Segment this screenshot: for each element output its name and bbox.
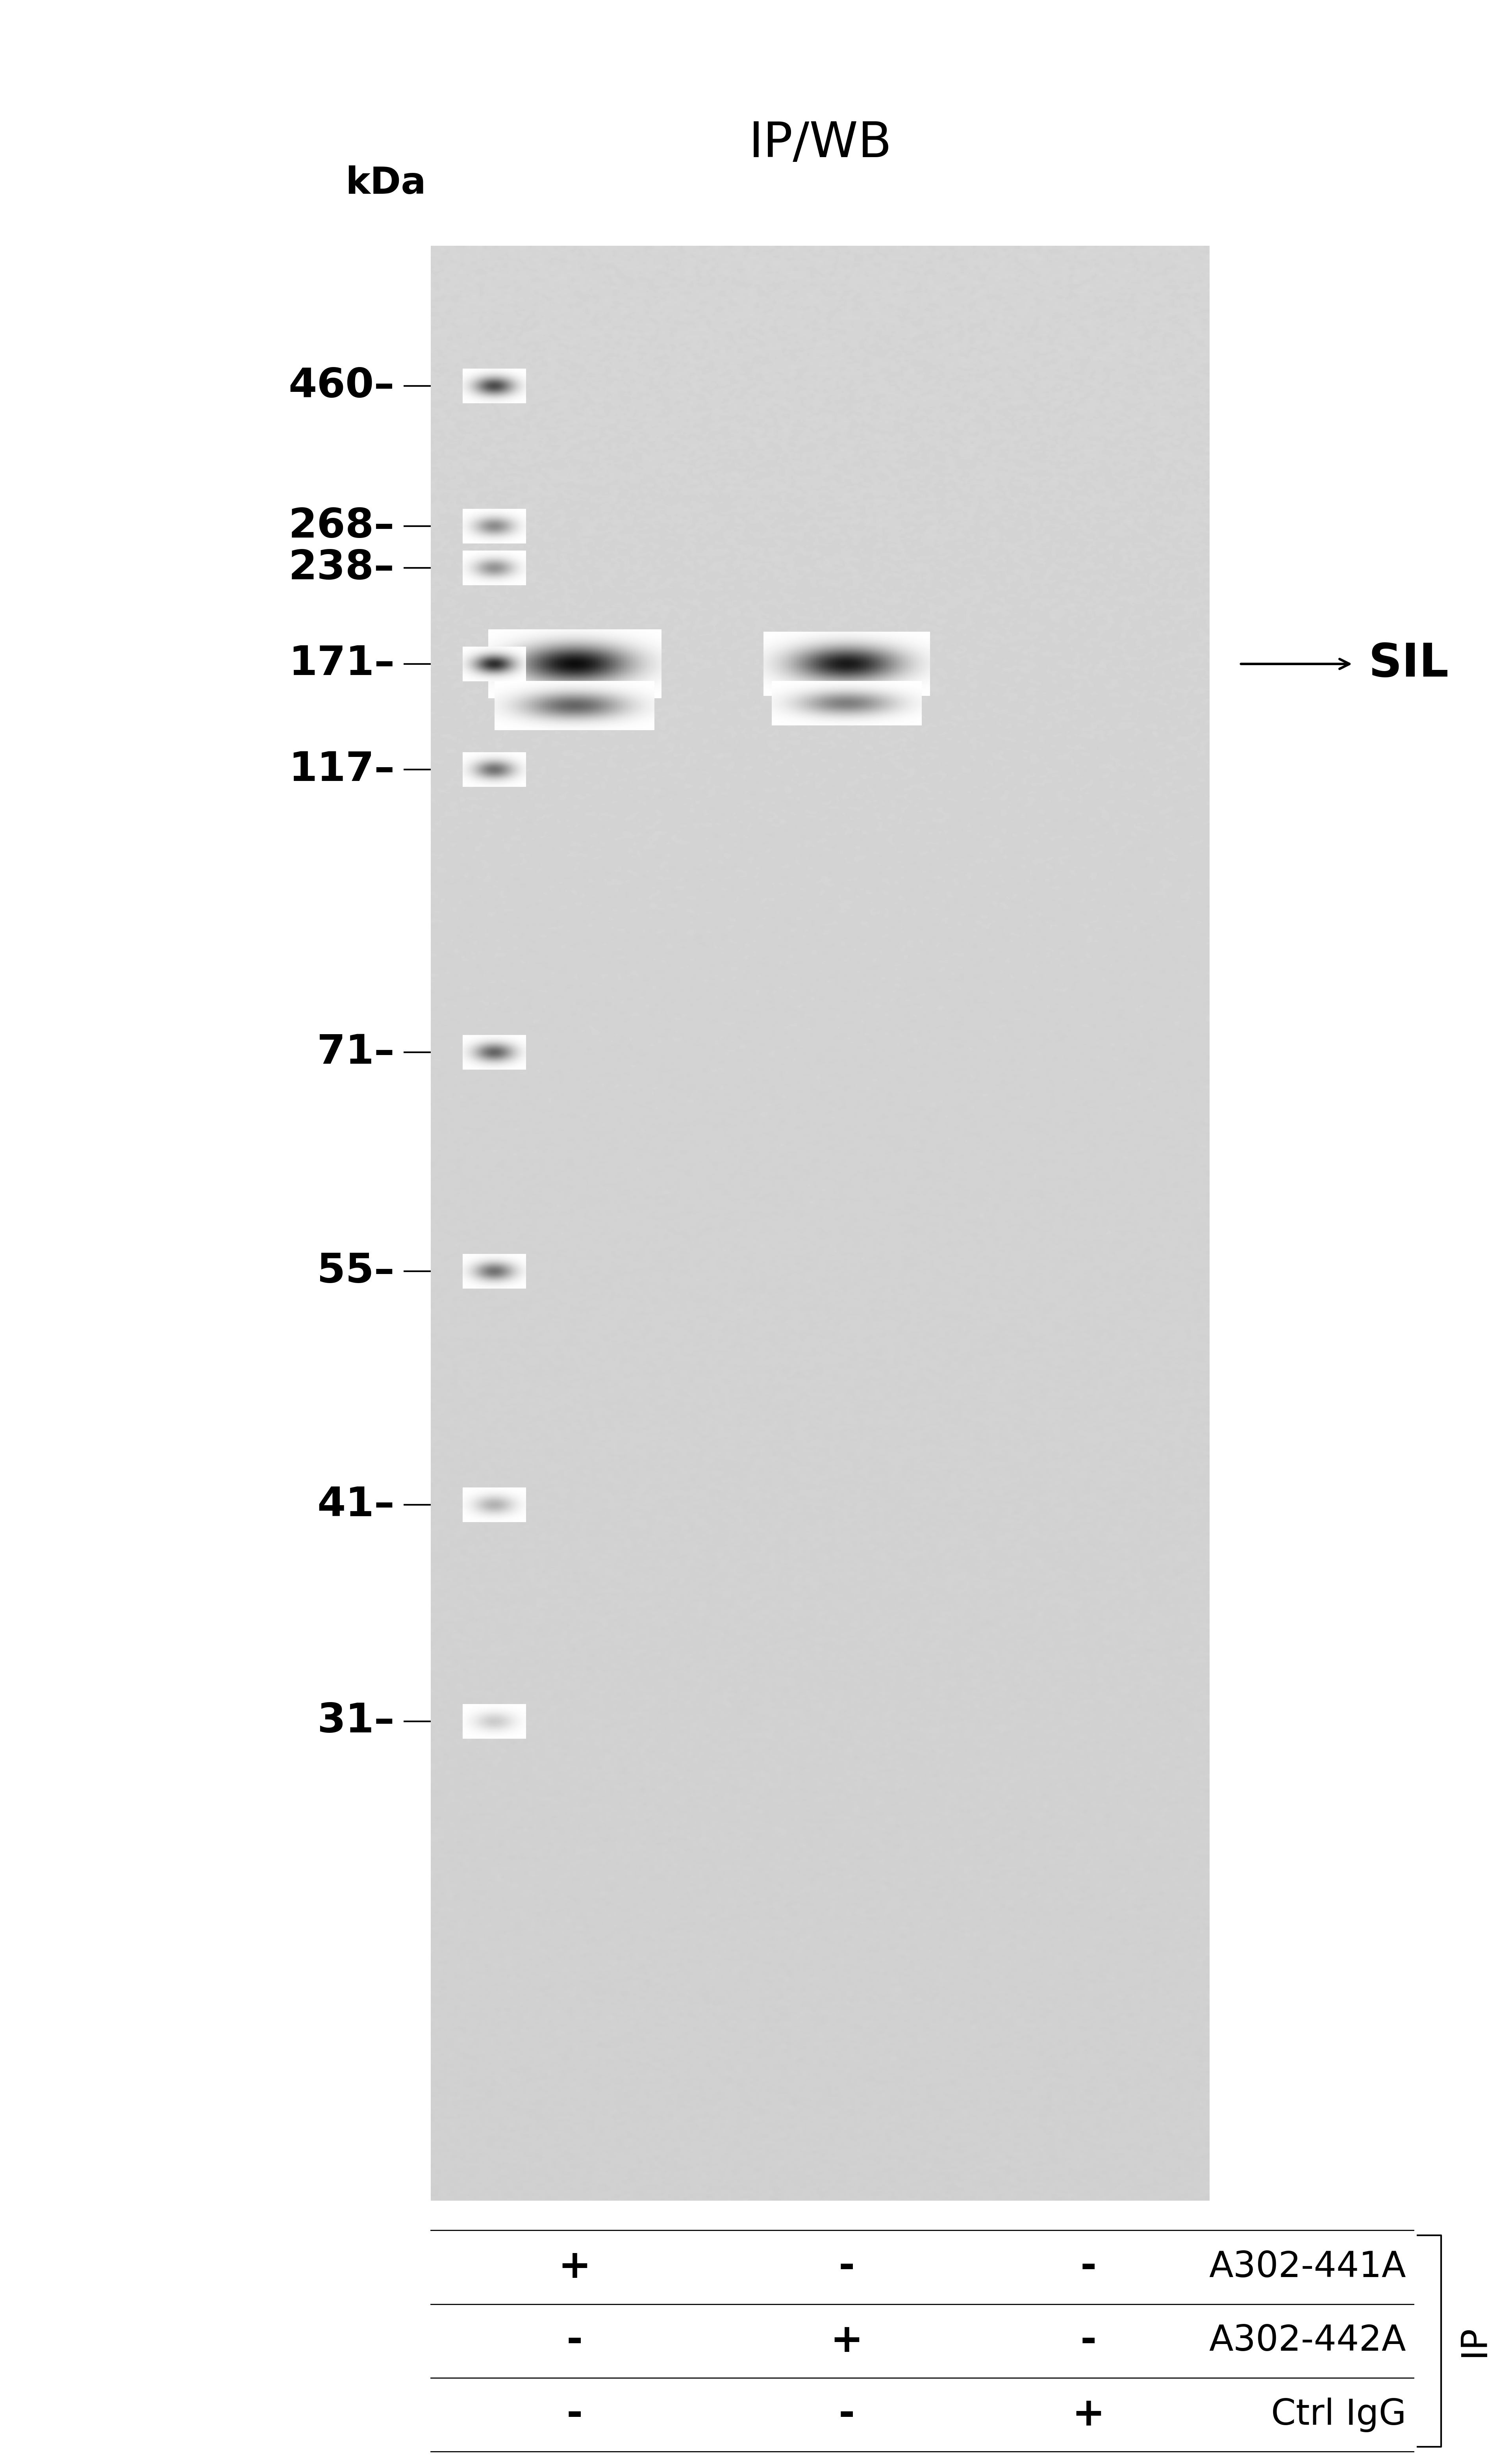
Text: -: - (567, 2321, 582, 2361)
Text: -: - (839, 2395, 854, 2434)
Text: 117–: 117– (289, 750, 395, 789)
Text: -: - (839, 2248, 854, 2287)
Text: Ctrl IgG: Ctrl IgG (1272, 2398, 1406, 2432)
Text: +: + (830, 2321, 863, 2361)
Text: +: + (1072, 2395, 1105, 2434)
Text: 460–: 460– (289, 366, 395, 406)
Text: -: - (1081, 2321, 1096, 2361)
Text: -: - (567, 2395, 582, 2434)
Text: A302-441A: A302-441A (1210, 2250, 1406, 2284)
Text: 41–: 41– (318, 1485, 395, 1525)
Text: 71–: 71– (318, 1033, 395, 1072)
Text: 268–: 268– (289, 507, 395, 546)
Text: 55–: 55– (318, 1252, 395, 1291)
Text: 31–: 31– (318, 1702, 395, 1741)
Text: IP/WB: IP/WB (748, 120, 892, 167)
Text: 171–: 171– (289, 644, 395, 684)
Text: A302-442A: A302-442A (1210, 2324, 1406, 2358)
Text: kDa: kDa (345, 165, 426, 202)
Text: +: + (558, 2248, 591, 2287)
Text: SIL: SIL (1368, 642, 1448, 686)
Text: -: - (1081, 2248, 1096, 2287)
Text: 238–: 238– (289, 548, 395, 588)
Text: IP: IP (1458, 2326, 1491, 2356)
